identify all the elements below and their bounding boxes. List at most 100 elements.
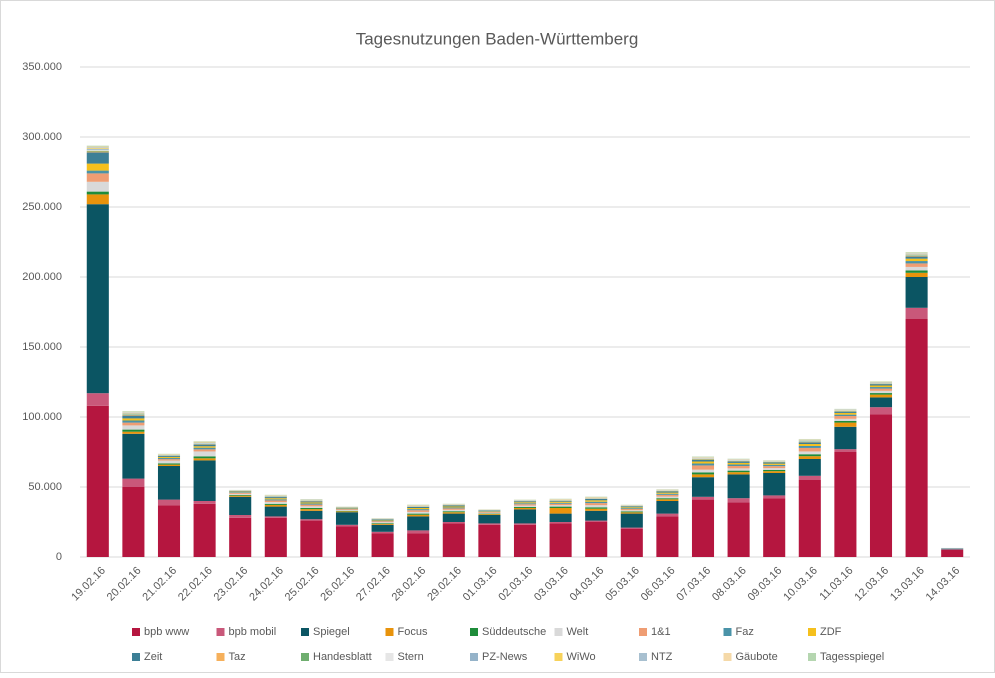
legend-swatch — [132, 628, 140, 636]
bar-segment — [656, 491, 678, 492]
bar-segment — [265, 500, 287, 502]
bar-segment — [265, 497, 287, 498]
y-tick-label: 100.000 — [22, 411, 62, 423]
legend-label: Gäubote — [736, 651, 778, 663]
bar-segment — [692, 477, 714, 497]
legend-swatch — [808, 628, 816, 636]
legend-label: Taz — [229, 651, 246, 663]
bar-segment — [906, 254, 928, 255]
y-tick-label: 150.000 — [22, 341, 62, 353]
bar-segment — [229, 497, 251, 515]
legend-label: Süddeutsche — [482, 626, 546, 638]
bar-segment — [265, 498, 287, 499]
bar-segment — [372, 524, 394, 525]
bar-segment — [372, 525, 394, 532]
bar-segment — [728, 462, 750, 463]
bar-segment — [906, 261, 928, 263]
bar-segment — [229, 515, 251, 518]
bar-segment — [158, 461, 180, 464]
legend-swatch — [555, 628, 563, 636]
bar-segment — [870, 386, 892, 388]
bar-segment — [906, 254, 928, 255]
bar-segment — [443, 522, 465, 523]
bar-segment — [728, 463, 750, 465]
bar-segment — [229, 492, 251, 493]
bar-segment — [87, 152, 109, 163]
bar-segment — [550, 504, 572, 505]
bar-segment — [763, 468, 785, 470]
bar-segment — [478, 525, 500, 557]
bar-segment — [122, 413, 144, 414]
bar-segment — [407, 508, 429, 509]
bar-segment — [941, 549, 963, 550]
bar-segment — [585, 503, 607, 505]
bar-segment — [336, 509, 358, 510]
bar-segment — [300, 509, 322, 511]
bar-segment — [372, 520, 394, 521]
bar-segment — [585, 499, 607, 500]
bar-segment — [514, 502, 536, 503]
bar-segment — [229, 494, 251, 495]
bar-segment — [194, 501, 216, 504]
bar-segment — [692, 460, 714, 462]
bar-segment — [300, 506, 322, 508]
bar-segment — [514, 525, 536, 557]
bar-segment — [407, 515, 429, 517]
legend-label: Stern — [398, 651, 424, 663]
bar-segment — [656, 498, 678, 499]
bar-segment — [550, 507, 572, 508]
bar-segment — [478, 514, 500, 515]
bar-segment — [300, 508, 322, 509]
legend-swatch — [301, 653, 309, 661]
bar-segment — [799, 476, 821, 480]
bar-segment — [122, 487, 144, 557]
bar-segment — [763, 471, 785, 473]
bar-segment — [372, 522, 394, 523]
bar-segment — [158, 500, 180, 506]
bar-segment — [87, 147, 109, 148]
legend-label: Faz — [736, 626, 754, 638]
bar-segment — [407, 514, 429, 515]
legend-swatch — [470, 628, 478, 636]
legend-swatch — [217, 628, 225, 636]
bar-segment — [443, 506, 465, 507]
bar-segment — [550, 508, 572, 514]
bar-segment — [692, 497, 714, 500]
bar-segment — [514, 504, 536, 505]
y-tick-label: 50.000 — [28, 481, 62, 493]
bar-segment — [799, 480, 821, 557]
bar-segment — [799, 456, 821, 459]
bar-segment — [514, 503, 536, 504]
legend-swatch — [470, 653, 478, 661]
legend-label: Handesblatt — [313, 651, 372, 663]
bar-segment — [443, 512, 465, 513]
legend-swatch — [301, 628, 309, 636]
bar-segment — [728, 466, 750, 468]
bar-segment — [870, 393, 892, 395]
bar-segment — [799, 451, 821, 454]
bar-segment — [87, 204, 109, 393]
legend-label: Focus — [398, 626, 428, 638]
bar-segment — [550, 502, 572, 503]
bar-segment — [834, 452, 856, 557]
bar-segment — [585, 505, 607, 507]
bar-segment — [87, 164, 109, 171]
bar-segment — [122, 411, 144, 412]
bar-segment — [906, 277, 928, 308]
bar-segment — [621, 508, 643, 509]
bar-segment — [585, 507, 607, 508]
bar-segment — [122, 414, 144, 415]
bar-segment — [728, 471, 750, 473]
bar-segment — [728, 468, 750, 470]
bar-segment — [122, 413, 144, 414]
bar-segment — [799, 448, 821, 452]
bar-segment — [87, 393, 109, 406]
bar-segment — [158, 458, 180, 459]
legend-label: 1&1 — [651, 626, 671, 638]
bar-segment — [906, 256, 928, 257]
bar-segment — [122, 418, 144, 420]
bar-segment — [728, 474, 750, 498]
bar-segment — [656, 495, 678, 497]
legend-label: WiWo — [567, 651, 596, 663]
bar-segment — [656, 499, 678, 501]
